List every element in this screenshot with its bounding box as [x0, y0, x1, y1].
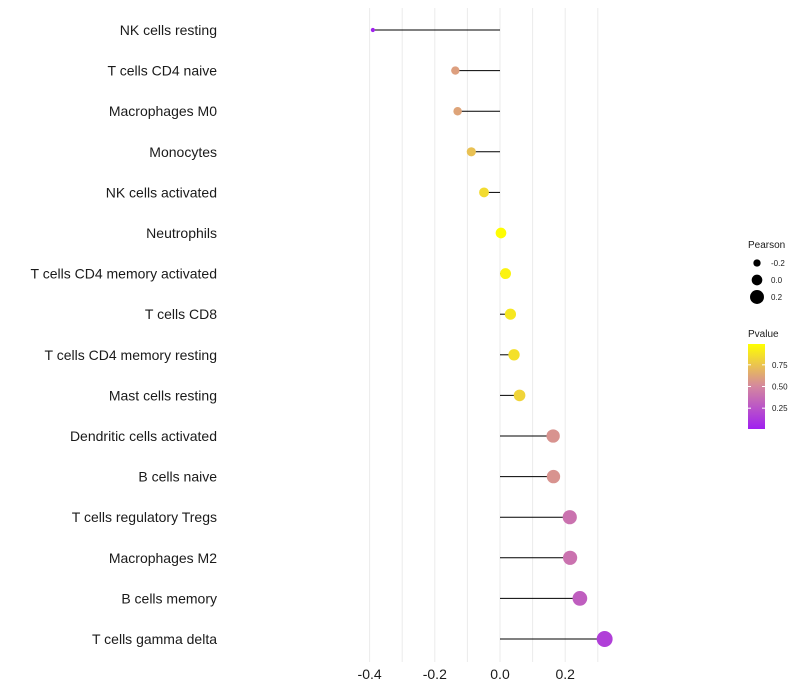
- y-category-label: NK cells activated: [106, 184, 217, 200]
- y-category-label: B cells naive: [138, 469, 217, 485]
- points: [370, 27, 613, 647]
- x-axis-labels: -0.4 -0.2 0.0 0.2: [358, 666, 576, 682]
- legend-size-label: 0.0: [771, 276, 783, 285]
- y-category-label: T cells regulatory Tregs: [72, 509, 217, 525]
- point: [504, 308, 517, 320]
- legend-color-label: 0.75: [772, 361, 788, 370]
- legend-size-title: Pearson: [748, 240, 785, 251]
- y-category-label: T cells CD4 memory resting: [45, 347, 217, 363]
- legend-color-label: 0.25: [772, 404, 788, 413]
- y-category-label: NK cells resting: [120, 22, 217, 38]
- grid-lines: [369, 8, 599, 662]
- point: [572, 591, 588, 606]
- point: [495, 227, 507, 239]
- y-category-label: T cells CD4 memory activated: [31, 266, 217, 282]
- x-tick-label: -0.2: [423, 666, 447, 682]
- point: [479, 187, 489, 198]
- y-category-label: T cells gamma delta: [92, 631, 217, 647]
- x-tick-label: -0.4: [358, 666, 382, 682]
- legend-size-dot: [753, 259, 761, 267]
- legend-color-title: Pvalue: [748, 329, 779, 340]
- legend-size-dot: [750, 290, 764, 304]
- y-category-label: B cells memory: [121, 590, 217, 606]
- y-category-label: Macrophages M0: [109, 103, 217, 119]
- point: [596, 631, 613, 647]
- point: [453, 106, 462, 116]
- point: [562, 550, 578, 565]
- legend-color-bar: [748, 344, 765, 429]
- point: [466, 147, 476, 157]
- point: [508, 349, 520, 361]
- legend-size-dot: [751, 274, 763, 286]
- y-category-label: Mast cells resting: [109, 387, 217, 403]
- y-category-label: Monocytes: [149, 144, 217, 160]
- y-category-label: Macrophages M2: [109, 550, 217, 566]
- point: [370, 27, 375, 33]
- point: [500, 268, 512, 280]
- x-tick-label: 0.0: [490, 666, 510, 682]
- y-category-label: T cells CD4 naive: [108, 63, 218, 79]
- legend-size-label: 0.2: [771, 293, 783, 302]
- x-tick-label: 0.2: [555, 666, 575, 682]
- point: [546, 469, 561, 484]
- y-category-label: T cells CD8: [145, 306, 217, 322]
- y-category-label: Neutrophils: [146, 225, 217, 241]
- legend-pvalue: Pvalue 0.75 0.50 0.25: [748, 329, 788, 429]
- stems: [372, 29, 605, 640]
- legend-size-label: -0.2: [771, 259, 785, 268]
- point: [513, 389, 526, 402]
- y-category-label: Dendritic cells activated: [70, 428, 217, 444]
- y-axis-labels: NK cells resting T cells CD4 naive Macroph…: [31, 22, 218, 647]
- legend-color-label: 0.50: [772, 383, 788, 392]
- legend-pearson: Pearson -0.2 0.0 0.2: [748, 240, 785, 304]
- legend: Pearson -0.2 0.0 0.2 Pvalue 0.75 0.50 0.25: [748, 240, 788, 429]
- point: [546, 429, 560, 443]
- point: [451, 66, 460, 75]
- point: [562, 510, 577, 525]
